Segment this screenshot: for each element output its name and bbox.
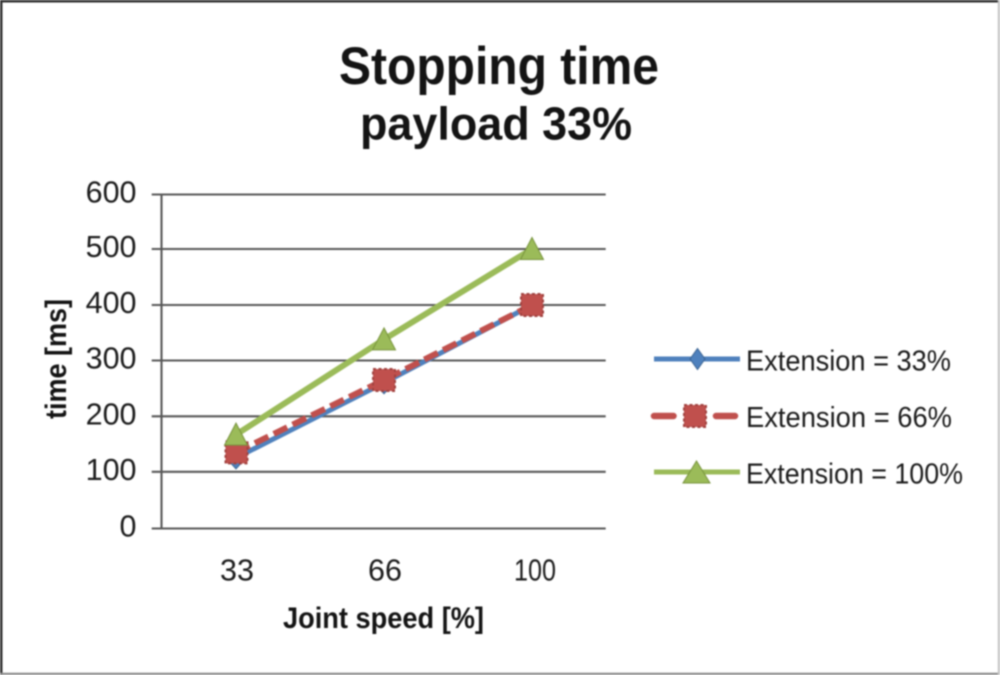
svg-text:Extension = 66%: Extension = 66% xyxy=(746,402,952,434)
svg-text:Extension = 100%: Extension = 100% xyxy=(746,458,963,490)
svg-text:100: 100 xyxy=(514,554,556,588)
svg-text:600: 600 xyxy=(86,176,137,210)
svg-text:33: 33 xyxy=(220,554,254,588)
svg-text:66: 66 xyxy=(368,554,402,588)
svg-text:Joint speed [%]: Joint speed [%] xyxy=(283,602,484,635)
svg-text:400: 400 xyxy=(86,286,137,320)
svg-text:300: 300 xyxy=(86,342,137,376)
svg-text:Extension = 33%: Extension = 33% xyxy=(746,345,951,377)
svg-text:payload 33%: payload 33% xyxy=(360,98,632,150)
svg-text:500: 500 xyxy=(86,230,137,264)
svg-text:time [ms]: time [ms] xyxy=(40,299,73,419)
svg-text:0: 0 xyxy=(120,510,137,544)
svg-text:Stopping time: Stopping time xyxy=(339,37,659,96)
svg-text:100: 100 xyxy=(86,453,137,487)
svg-text:200: 200 xyxy=(86,397,137,431)
